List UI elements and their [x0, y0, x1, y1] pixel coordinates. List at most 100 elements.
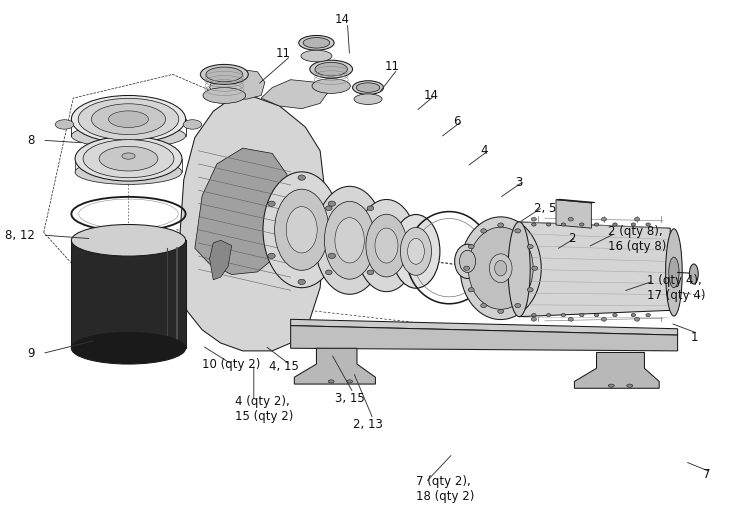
Ellipse shape [631, 223, 635, 226]
Ellipse shape [498, 223, 504, 227]
Ellipse shape [91, 104, 165, 135]
Ellipse shape [299, 35, 334, 50]
Text: 10 (qty 2): 10 (qty 2) [202, 357, 261, 371]
Text: 8: 8 [28, 134, 35, 147]
Ellipse shape [328, 201, 335, 206]
Ellipse shape [303, 37, 329, 48]
Polygon shape [556, 199, 595, 203]
Ellipse shape [561, 223, 566, 226]
Polygon shape [180, 96, 324, 351]
Ellipse shape [310, 60, 353, 78]
Ellipse shape [315, 62, 347, 76]
Text: 7 (qty 2),
18 (qty 2): 7 (qty 2), 18 (qty 2) [416, 475, 475, 503]
Ellipse shape [666, 229, 682, 316]
Ellipse shape [298, 279, 305, 285]
Text: 14: 14 [335, 13, 350, 26]
Ellipse shape [287, 206, 317, 253]
Ellipse shape [527, 288, 533, 292]
Ellipse shape [580, 314, 584, 317]
Ellipse shape [455, 244, 481, 278]
Ellipse shape [298, 175, 305, 180]
Ellipse shape [326, 270, 332, 275]
Ellipse shape [347, 380, 353, 383]
Ellipse shape [354, 94, 382, 105]
Text: 8, 12: 8, 12 [5, 229, 35, 241]
Ellipse shape [532, 223, 536, 226]
Ellipse shape [515, 229, 520, 233]
Polygon shape [556, 200, 591, 228]
Ellipse shape [613, 223, 617, 226]
Text: 2 (qty 8),
16 (qty 8): 2 (qty 8), 16 (qty 8) [608, 225, 666, 253]
Text: 9: 9 [27, 347, 35, 360]
Text: 3, 15: 3, 15 [335, 392, 365, 405]
Text: 4: 4 [481, 144, 488, 157]
Ellipse shape [366, 214, 407, 277]
Ellipse shape [56, 120, 74, 129]
Ellipse shape [83, 139, 174, 178]
Ellipse shape [508, 222, 530, 317]
Ellipse shape [468, 227, 533, 309]
Ellipse shape [594, 314, 599, 317]
Ellipse shape [468, 244, 475, 249]
Ellipse shape [532, 317, 536, 321]
Text: 3: 3 [515, 176, 523, 189]
Ellipse shape [400, 228, 432, 275]
Ellipse shape [75, 160, 182, 184]
Ellipse shape [78, 98, 179, 140]
Ellipse shape [203, 88, 246, 103]
Text: 1: 1 [691, 331, 699, 344]
Text: 6: 6 [453, 115, 460, 128]
Ellipse shape [690, 264, 699, 284]
Ellipse shape [464, 266, 469, 270]
Ellipse shape [561, 314, 566, 317]
Ellipse shape [481, 229, 487, 233]
Ellipse shape [274, 189, 329, 270]
Ellipse shape [527, 244, 533, 249]
Polygon shape [210, 240, 232, 280]
Ellipse shape [646, 223, 650, 226]
Ellipse shape [375, 228, 398, 263]
Ellipse shape [183, 120, 202, 129]
Ellipse shape [515, 304, 520, 308]
Ellipse shape [547, 314, 550, 317]
Ellipse shape [301, 50, 332, 62]
Ellipse shape [392, 214, 440, 288]
Ellipse shape [635, 317, 640, 321]
Ellipse shape [367, 270, 374, 275]
Polygon shape [290, 326, 678, 351]
Ellipse shape [324, 202, 374, 279]
Ellipse shape [312, 79, 350, 93]
Text: 14: 14 [423, 89, 438, 102]
Ellipse shape [602, 317, 606, 321]
Text: 2, 13: 2, 13 [353, 418, 384, 431]
Ellipse shape [75, 136, 182, 181]
Ellipse shape [200, 64, 248, 84]
Ellipse shape [314, 186, 384, 294]
Ellipse shape [108, 111, 148, 127]
Ellipse shape [328, 253, 335, 259]
Polygon shape [519, 222, 670, 317]
Ellipse shape [71, 224, 186, 256]
Ellipse shape [459, 250, 476, 272]
Ellipse shape [602, 218, 606, 221]
Ellipse shape [468, 288, 475, 292]
Ellipse shape [532, 314, 536, 317]
Ellipse shape [263, 172, 341, 288]
Ellipse shape [356, 83, 380, 92]
Text: 11: 11 [276, 47, 291, 60]
Polygon shape [71, 240, 186, 348]
Ellipse shape [490, 254, 512, 282]
Polygon shape [575, 353, 660, 388]
Polygon shape [294, 348, 375, 384]
Ellipse shape [335, 218, 364, 263]
Ellipse shape [569, 218, 573, 221]
Text: 1 (qty 4),
17 (qty 4): 1 (qty 4), 17 (qty 4) [647, 274, 705, 301]
Ellipse shape [268, 201, 275, 206]
Ellipse shape [498, 309, 504, 314]
Ellipse shape [547, 223, 550, 226]
Ellipse shape [71, 333, 186, 364]
Polygon shape [195, 148, 290, 275]
Ellipse shape [481, 304, 487, 308]
Text: 11: 11 [384, 60, 399, 73]
Ellipse shape [71, 96, 186, 143]
